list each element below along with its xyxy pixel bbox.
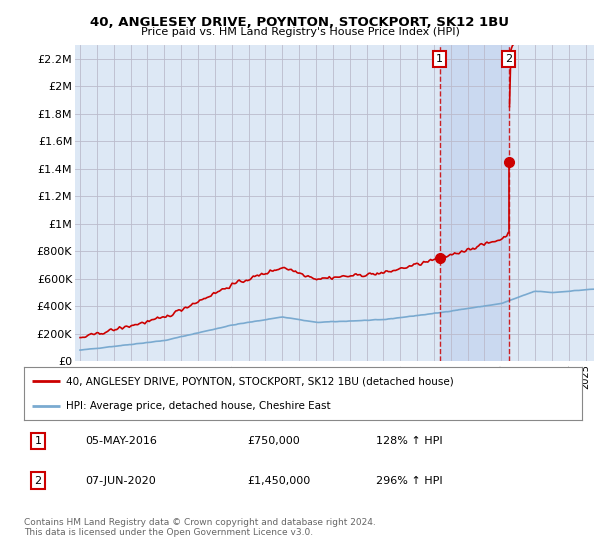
Text: £750,000: £750,000 — [247, 436, 300, 446]
Text: 2: 2 — [34, 476, 41, 486]
Text: HPI: Average price, detached house, Cheshire East: HPI: Average price, detached house, Ches… — [66, 400, 331, 410]
Text: Price paid vs. HM Land Registry's House Price Index (HPI): Price paid vs. HM Land Registry's House … — [140, 27, 460, 37]
Text: 1: 1 — [34, 436, 41, 446]
Bar — [440, 45, 509, 361]
Text: £1,450,000: £1,450,000 — [247, 476, 310, 486]
Text: 296% ↑ HPI: 296% ↑ HPI — [376, 476, 442, 486]
Text: 1: 1 — [436, 54, 443, 64]
Text: 05-MAY-2016: 05-MAY-2016 — [85, 436, 157, 446]
Text: Contains HM Land Registry data © Crown copyright and database right 2024.
This d: Contains HM Land Registry data © Crown c… — [24, 518, 376, 538]
Text: 2: 2 — [505, 54, 512, 64]
Text: 40, ANGLESEY DRIVE, POYNTON, STOCKPORT, SK12 1BU (detached house): 40, ANGLESEY DRIVE, POYNTON, STOCKPORT, … — [66, 376, 454, 386]
Text: 40, ANGLESEY DRIVE, POYNTON, STOCKPORT, SK12 1BU: 40, ANGLESEY DRIVE, POYNTON, STOCKPORT, … — [91, 16, 509, 29]
Text: 128% ↑ HPI: 128% ↑ HPI — [376, 436, 442, 446]
Text: 07-JUN-2020: 07-JUN-2020 — [85, 476, 156, 486]
